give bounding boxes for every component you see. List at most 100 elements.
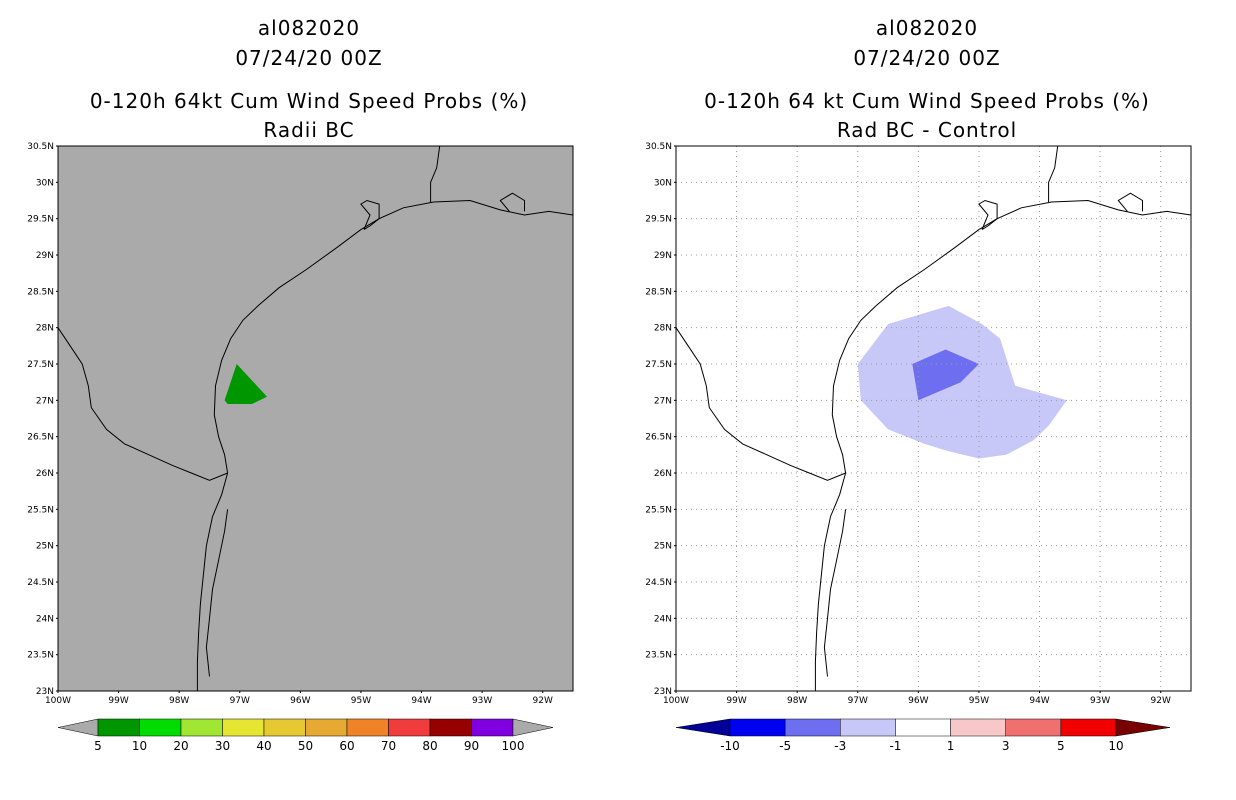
right-colorbar-segment bbox=[895, 718, 951, 737]
left-colorbar-label: 60 bbox=[339, 739, 354, 753]
left-colorbar-arrow-right bbox=[512, 718, 554, 737]
right-colorbar-segment bbox=[1005, 718, 1062, 737]
lon-tick-label: 93W bbox=[472, 696, 492, 706]
lon-tick-label: 99W bbox=[726, 696, 746, 706]
left-colorbar-segment bbox=[263, 718, 306, 737]
left-colorbar-label: 50 bbox=[298, 739, 313, 753]
lat-tick-label: 28N bbox=[654, 324, 672, 334]
difference-contour-dark bbox=[912, 349, 979, 401]
right-colorbar-arrow-left bbox=[675, 718, 731, 737]
barrier-lagoon bbox=[823, 509, 847, 677]
left-colorbar-label: 5 bbox=[94, 739, 102, 753]
lon-tick-label: 94W bbox=[1029, 696, 1049, 706]
left-colorbar-label: 80 bbox=[422, 739, 437, 753]
probability-contour-5-10 bbox=[224, 364, 267, 404]
right-colorbar-label: 5 bbox=[1057, 739, 1065, 753]
left-colorbar-arrow-left bbox=[57, 718, 99, 737]
right-colorbar-segment bbox=[950, 718, 1006, 737]
left-map: 30.5N 30N 29.5N 29N 28.5N 28N 27.5N 27N 26.5N 26N… bbox=[27, 142, 574, 753]
right-colorbar-label: -1 bbox=[889, 739, 901, 753]
left-colorbar-segment bbox=[346, 718, 389, 737]
right-colorbar-segment bbox=[840, 718, 896, 737]
lat-tick-label: 25N bbox=[654, 542, 672, 552]
lat-tick-label: 26N bbox=[36, 469, 54, 479]
left-colorbar-segment bbox=[222, 718, 265, 737]
left-colorbar-segment bbox=[471, 718, 514, 737]
coastline bbox=[814, 199, 1192, 691]
lat-tick-label: 23.5N bbox=[645, 651, 672, 661]
map-background bbox=[58, 146, 573, 691]
lon-tick-label: 94W bbox=[411, 696, 431, 706]
lat-tick-label: 25.5N bbox=[645, 505, 672, 515]
lat-tick-label: 26.5N bbox=[27, 433, 54, 443]
left-colorbar-segment bbox=[388, 718, 431, 737]
lat-tick-label: 24N bbox=[36, 614, 54, 624]
barrier-lagoon bbox=[205, 509, 229, 677]
lat-tick-label: 27.5N bbox=[27, 360, 54, 370]
lat-tick-label: 30N bbox=[36, 178, 54, 188]
right-colorbar-label: -3 bbox=[834, 739, 846, 753]
lat-tick-label: 28.5N bbox=[27, 287, 54, 297]
lat-tick-label: 24.5N bbox=[645, 578, 672, 588]
calcasieu-lake bbox=[1117, 192, 1143, 212]
left-colorbar-label: 10 bbox=[132, 739, 147, 753]
left-colorbar-label: 100 bbox=[502, 739, 525, 753]
lon-tick-label: 96W bbox=[908, 696, 928, 706]
lon-tick-label: 96W bbox=[290, 696, 310, 706]
lon-tick-label: 93W bbox=[1090, 696, 1110, 706]
left-colorbar-label: 70 bbox=[381, 739, 396, 753]
rio-grande-border bbox=[57, 327, 228, 481]
right-title: 0-120h 64 kt Cum Wind Speed Probs (%) bbox=[704, 89, 1150, 113]
lat-tick-label: 28N bbox=[36, 324, 54, 334]
lon-tick-label: 92W bbox=[1151, 696, 1171, 706]
lat-tick-label: 29N bbox=[36, 251, 54, 261]
lon-tick-label: 98W bbox=[169, 696, 189, 706]
left-colorbar-label: 40 bbox=[256, 739, 271, 753]
lat-tick-label: 24.5N bbox=[27, 578, 54, 588]
lon-tick-label: 97W bbox=[230, 696, 250, 706]
lat-tick-label: 30.5N bbox=[645, 142, 672, 152]
right-subtitle: Rad BC - Control bbox=[836, 118, 1018, 142]
right-colorbar-segment bbox=[729, 718, 786, 737]
right-colorbar-label: -10 bbox=[720, 739, 740, 753]
galveston-bay bbox=[978, 199, 998, 231]
lat-tick-label: 28.5N bbox=[645, 287, 672, 297]
lat-tick-label: 23.5N bbox=[27, 651, 54, 661]
right-colorbar-arrow-right bbox=[1115, 718, 1171, 737]
left-colorbar-segment bbox=[429, 718, 472, 737]
lat-tick-label: 25N bbox=[36, 542, 54, 552]
lon-tick-label: 100W bbox=[45, 696, 71, 706]
left-title: 0-120h 64kt Cum Wind Speed Probs (%) bbox=[89, 89, 529, 113]
lon-tick-label: 92W bbox=[533, 696, 553, 706]
left-panel: al082020 07/24/20 00Z 0-120h 64kt Cum Wi… bbox=[27, 16, 574, 753]
left-colorbar-segment bbox=[180, 718, 223, 737]
lon-tick-label: 97W bbox=[848, 696, 868, 706]
right-map: 30.5N 30N 29.5N 29N 28.5N 28N 27.5N 27N 26.5N 26N… bbox=[645, 142, 1192, 753]
coastline bbox=[196, 199, 574, 691]
lat-tick-label: 25.5N bbox=[27, 505, 54, 515]
right-colorbar-label: 10 bbox=[1108, 739, 1123, 753]
left-colorbar-segment bbox=[305, 718, 348, 737]
difference-contour-light bbox=[857, 305, 1067, 459]
right-panel: al082020 07/24/20 00Z 0-120h 64 kt Cum W… bbox=[618, 0, 1236, 800]
left-colorbar-label: 30 bbox=[215, 739, 230, 753]
lat-tick-label: 30.5N bbox=[27, 142, 54, 152]
lat-tick-label: 26N bbox=[654, 469, 672, 479]
right-storm-id: al082020 bbox=[875, 16, 979, 40]
rio-grande-border bbox=[675, 327, 846, 481]
lat-tick-label: 26.5N bbox=[645, 433, 672, 443]
left-colorbar-label: 90 bbox=[464, 739, 479, 753]
right-colorbar-label: 3 bbox=[1002, 739, 1010, 753]
lat-tick-label: 23N bbox=[654, 687, 672, 697]
lat-tick-label: 24N bbox=[654, 614, 672, 624]
left-colorbar-label: 20 bbox=[173, 739, 188, 753]
lat-tick-label: 27N bbox=[36, 396, 54, 406]
galveston-bay bbox=[360, 199, 380, 231]
lat-tick-label: 27N bbox=[654, 396, 672, 406]
lon-tick-label: 95W bbox=[969, 696, 989, 706]
lat-tick-label: 23N bbox=[36, 687, 54, 697]
left-subtitle: Radii BC bbox=[263, 118, 355, 142]
sabine-river bbox=[430, 145, 441, 202]
lon-tick-label: 99W bbox=[108, 696, 128, 706]
left-colorbar-segment bbox=[97, 718, 140, 737]
